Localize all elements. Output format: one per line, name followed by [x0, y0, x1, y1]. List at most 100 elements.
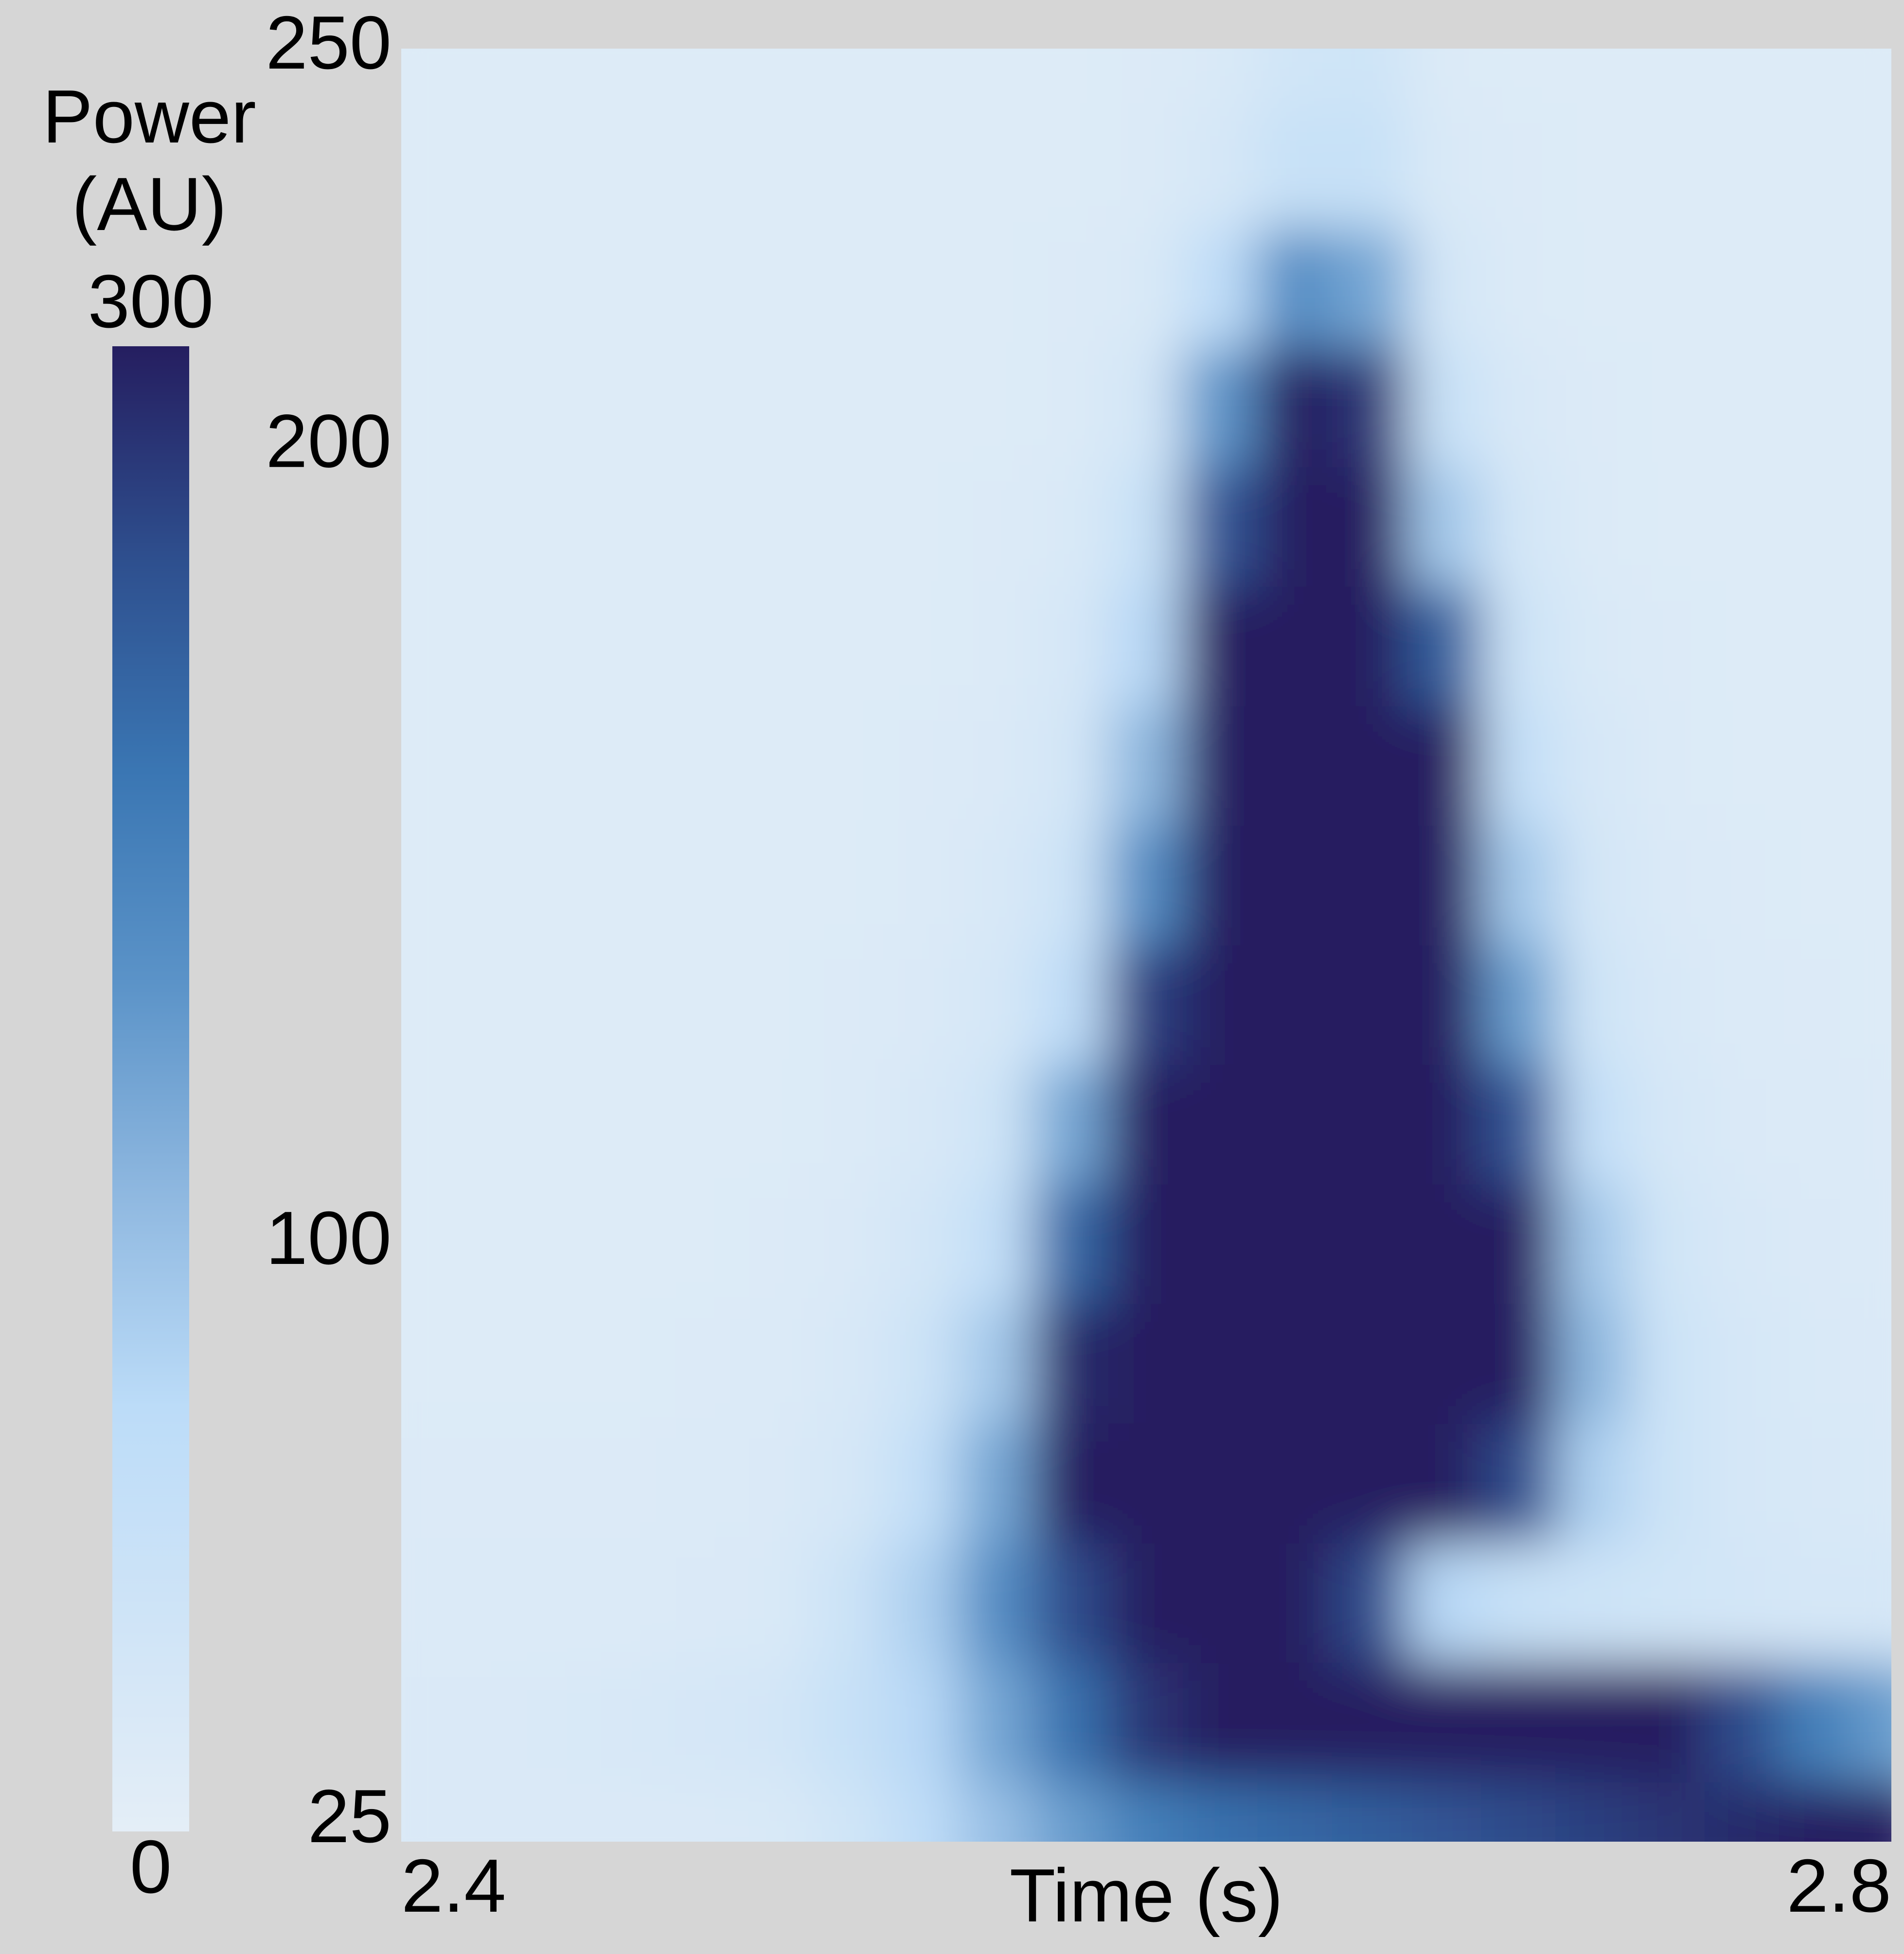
heatmap-cell	[1779, 944, 1855, 1066]
heatmap-cell	[1555, 1781, 1631, 1842]
heatmap-cell	[1705, 1064, 1780, 1185]
heatmap-cell	[401, 1781, 439, 1842]
heatmap-cell	[1555, 347, 1631, 468]
heatmap-cell	[1108, 705, 1184, 826]
heatmap-cell	[810, 1662, 886, 1783]
heatmap-cell	[1332, 1662, 1408, 1783]
heatmap-cell	[885, 107, 961, 229]
heatmap-cell	[1108, 1422, 1184, 1544]
heatmap-cell	[736, 1303, 812, 1424]
heatmap-cell	[885, 49, 961, 109]
heatmap-cell	[885, 466, 961, 587]
colorbar-tick-label: 0	[130, 1825, 172, 1909]
heatmap-cell	[1183, 1184, 1259, 1304]
heatmap-cell	[885, 944, 961, 1066]
heatmap-cell	[1332, 586, 1408, 707]
heatmap-cell	[1853, 586, 1891, 707]
heatmap-cell	[401, 466, 439, 587]
heatmap-cell	[810, 1064, 886, 1185]
heatmap-cell	[438, 107, 514, 229]
heatmap-cell	[1034, 1781, 1110, 1842]
heatmap-cell	[736, 1662, 812, 1783]
heatmap-cell	[1705, 466, 1780, 587]
heatmap-cell	[1108, 1781, 1184, 1842]
heatmap-cell	[401, 1422, 439, 1544]
heatmap-cell	[1481, 705, 1557, 826]
heatmap-cell	[401, 227, 439, 348]
heatmap-cell	[1481, 347, 1557, 468]
heatmap-cell	[661, 1662, 737, 1783]
x-tick-label: 2.8	[1787, 1844, 1891, 1928]
heatmap-cell	[1108, 1064, 1184, 1185]
heatmap-cell	[1555, 1303, 1631, 1424]
heatmap-cell	[1853, 944, 1891, 1066]
y-tick-label: 200	[266, 399, 391, 483]
heatmap-cell	[1034, 107, 1110, 229]
heatmap	[401, 49, 1891, 1842]
heatmap-cell	[1183, 1422, 1259, 1544]
heatmap-cell	[1034, 586, 1110, 707]
heatmap-cell	[1705, 1781, 1780, 1842]
heatmap-cell	[1034, 1542, 1110, 1663]
heatmap-cell	[810, 107, 886, 229]
heatmap-cell	[1705, 227, 1780, 348]
heatmap-cell	[1332, 944, 1408, 1066]
heatmap-cell	[1332, 466, 1408, 587]
heatmap-cell	[1034, 466, 1110, 587]
heatmap-cell	[1853, 466, 1891, 587]
heatmap-cell	[512, 227, 588, 348]
heatmap-cell	[1034, 944, 1110, 1066]
heatmap-cell	[1705, 347, 1780, 468]
heatmap-cell	[1257, 1542, 1333, 1663]
heatmap-cell	[1183, 586, 1259, 707]
heatmap-cell	[1555, 1542, 1631, 1663]
heatmap-cell	[1332, 347, 1408, 468]
x-tick-label: 2.4	[401, 1844, 506, 1928]
heatmap-cell	[1705, 49, 1780, 109]
heatmap-cell	[1108, 466, 1184, 587]
heatmap-cell	[1630, 1184, 1706, 1304]
heatmap-cell	[1853, 1303, 1891, 1424]
heatmap-cell	[960, 1662, 1035, 1783]
y-tick-label: 100	[266, 1196, 391, 1280]
heatmap-cell	[1853, 49, 1891, 109]
heatmap-cell	[810, 944, 886, 1066]
heatmap-cell	[810, 825, 886, 946]
colorbar-label: Power	[42, 74, 256, 159]
heatmap-cell	[1332, 1303, 1408, 1424]
heatmap-cell	[1406, 1422, 1482, 1544]
heatmap-cell	[810, 227, 886, 348]
heatmap-cell	[1108, 227, 1184, 348]
heatmap-cell	[1705, 1303, 1780, 1424]
heatmap-cell	[1332, 1542, 1408, 1663]
heatmap-cell	[885, 347, 961, 468]
heatmap-cell	[1183, 1303, 1259, 1424]
heatmap-cell	[1853, 825, 1891, 946]
heatmap-cell	[1630, 1064, 1706, 1185]
heatmap-cell	[661, 825, 737, 946]
heatmap-cell	[401, 1542, 439, 1663]
heatmap-cell	[1108, 1184, 1184, 1304]
heatmap-cell	[960, 1303, 1035, 1424]
heatmap-cell	[736, 586, 812, 707]
heatmap-cell	[1406, 825, 1482, 946]
heatmap-cell	[885, 1542, 961, 1663]
heatmap-cell	[960, 1064, 1035, 1185]
heatmap-cell	[1481, 1184, 1557, 1304]
heatmap-cell	[401, 944, 439, 1066]
heatmap-cell	[1034, 1184, 1110, 1304]
heatmap-cell	[885, 825, 961, 946]
heatmap-cell	[736, 1781, 812, 1842]
heatmap-cell	[512, 466, 588, 587]
x-axis-label: Time (s)	[1010, 1853, 1283, 1937]
heatmap-cell	[1332, 1422, 1408, 1544]
heatmap-cell	[661, 1781, 737, 1842]
heatmap-cell	[587, 1184, 663, 1304]
heatmap-cell	[1257, 1422, 1333, 1544]
colorbar	[112, 346, 189, 1831]
heatmap-cell	[1034, 1422, 1110, 1544]
heatmap-cell	[1034, 1662, 1110, 1783]
heatmap-cell	[1406, 107, 1482, 229]
heatmap-cell	[1630, 107, 1706, 229]
heatmap-cell	[736, 1064, 812, 1185]
